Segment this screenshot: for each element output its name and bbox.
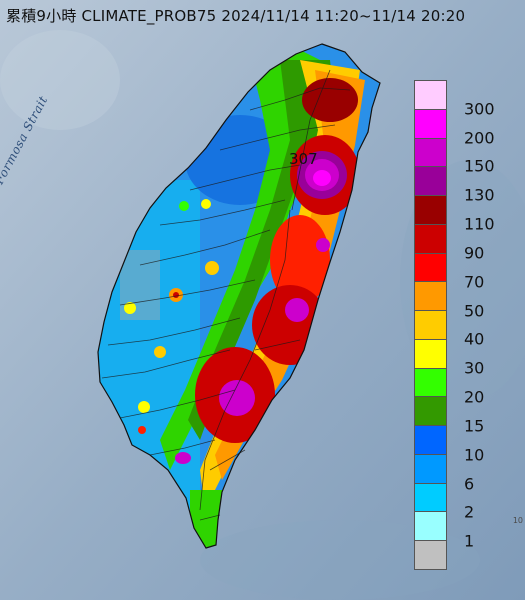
legend-swatch bbox=[415, 397, 446, 427]
rain-area-150mm bbox=[219, 380, 255, 416]
legend-swatches bbox=[414, 80, 447, 570]
legend-tick-label: 130 bbox=[464, 185, 495, 205]
rain-cell bbox=[124, 302, 136, 314]
corner-label-fragment: 10 bbox=[512, 516, 523, 525]
rain-area-20mm bbox=[190, 490, 225, 548]
rain-cell bbox=[201, 199, 211, 209]
rain-area-150mm bbox=[316, 238, 330, 252]
island-outline bbox=[97, 43, 381, 549]
county-boundaries bbox=[101, 69, 351, 521]
legend-tick-label: 2 bbox=[464, 502, 475, 522]
rain-area-70mm bbox=[270, 215, 330, 305]
legend-tick-label: 200 bbox=[464, 128, 495, 148]
legend-tick-label: 1 bbox=[464, 531, 475, 551]
rain-area-150mm bbox=[285, 298, 309, 322]
legend-tick-label: 300 bbox=[464, 99, 495, 119]
legend-swatch bbox=[415, 512, 446, 542]
legend-tick-label: 6 bbox=[464, 474, 475, 494]
rain-cell bbox=[138, 401, 150, 413]
legend-swatch bbox=[415, 224, 446, 254]
legend-swatch bbox=[415, 167, 446, 197]
legend-tick-label: 90 bbox=[464, 243, 485, 263]
legend-swatch bbox=[415, 454, 446, 484]
legend-tick-label: 70 bbox=[464, 272, 485, 292]
legend-swatch bbox=[415, 541, 446, 570]
legend-tick-label: 15 bbox=[464, 416, 485, 436]
legend-swatch bbox=[415, 282, 446, 312]
legend-tick-label: 10 bbox=[464, 445, 485, 465]
sea-relief bbox=[200, 520, 480, 600]
peak-value-label: 307 bbox=[289, 150, 318, 168]
legend-swatch bbox=[415, 368, 446, 398]
rain-cell bbox=[179, 201, 189, 211]
color-legend: 300 200 150 130 110 90 70 50 40 30 20 15 10 6 2 1 bbox=[414, 80, 518, 570]
sea-relief bbox=[0, 30, 120, 130]
legend-swatch bbox=[415, 339, 446, 369]
legend-tick-label: 20 bbox=[464, 387, 485, 407]
legend-tick-label: 110 bbox=[464, 214, 495, 234]
legend-tick-label: 30 bbox=[464, 358, 485, 378]
rain-area-110mm bbox=[302, 78, 358, 122]
rain-area-200mm bbox=[313, 170, 331, 186]
legend-tick-label: 50 bbox=[464, 301, 485, 321]
rain-cell bbox=[138, 426, 146, 434]
legend-swatch bbox=[415, 311, 446, 340]
rain-cell bbox=[173, 292, 179, 298]
legend-swatch bbox=[415, 426, 446, 455]
legend-swatch bbox=[415, 196, 446, 225]
rain-area-150mm bbox=[175, 452, 191, 464]
legend-swatch bbox=[415, 253, 446, 283]
legend-tick-label: 40 bbox=[464, 329, 485, 349]
map-title: 累積9小時 CLIMATE_PROB75 2024/11/14 11:20~11… bbox=[6, 6, 466, 25]
legend-tick-label: 150 bbox=[464, 156, 495, 176]
rainfall-layer bbox=[98, 50, 365, 548]
legend-swatch bbox=[415, 109, 446, 139]
rain-cell bbox=[154, 346, 166, 358]
rain-cell bbox=[205, 261, 219, 275]
legend-swatch bbox=[415, 138, 446, 168]
legend-swatch bbox=[415, 483, 446, 513]
legend-swatch bbox=[415, 81, 446, 110]
